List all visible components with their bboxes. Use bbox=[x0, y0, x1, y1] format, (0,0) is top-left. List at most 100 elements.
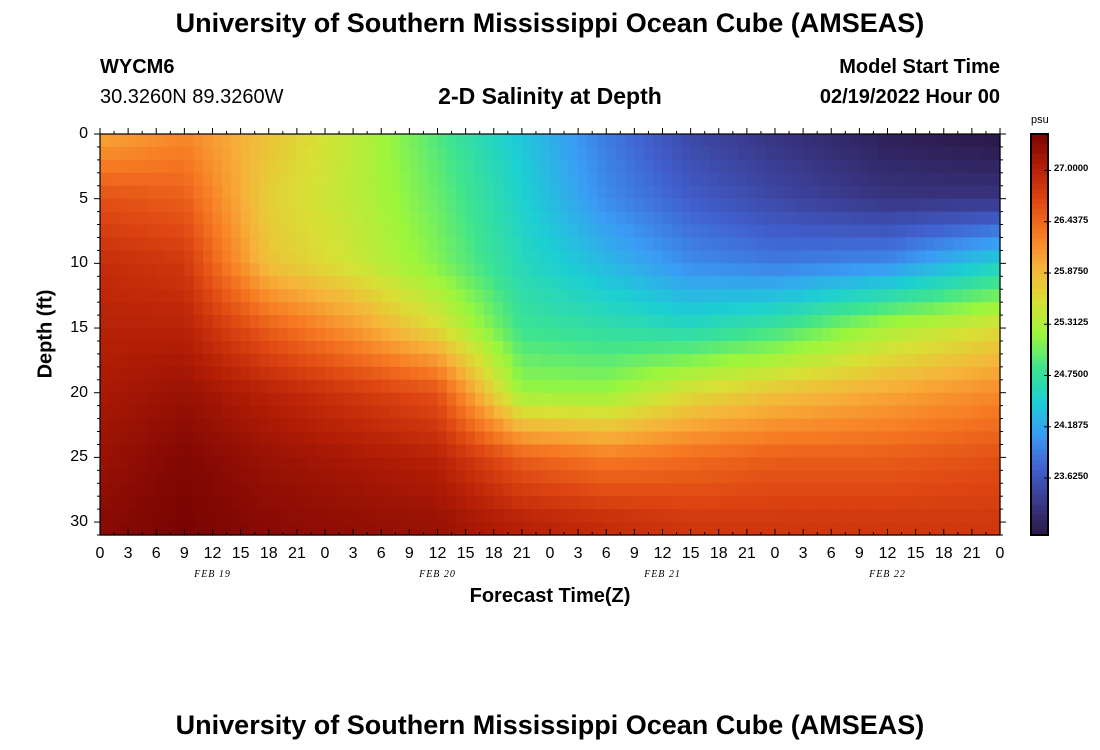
heatmap-cell bbox=[193, 134, 204, 148]
heatmap-cell bbox=[887, 185, 898, 200]
heatmap-cell bbox=[850, 522, 860, 536]
heatmap-cell bbox=[887, 172, 898, 187]
heatmap-cell bbox=[737, 418, 748, 433]
heatmap-cell bbox=[137, 379, 148, 394]
heatmap-cell bbox=[934, 379, 945, 394]
heatmap-cell bbox=[896, 418, 907, 433]
heatmap-cell bbox=[268, 353, 279, 368]
heatmap-cell bbox=[859, 211, 870, 226]
heatmap-cell bbox=[521, 198, 532, 213]
heatmap-cell bbox=[700, 159, 710, 174]
heatmap-cell bbox=[118, 172, 129, 187]
heatmap-cell bbox=[512, 289, 523, 303]
colorbar-segment bbox=[1031, 224, 1048, 230]
heatmap-cell bbox=[915, 172, 926, 187]
colorbar-segment bbox=[1031, 429, 1048, 436]
heatmap-cell bbox=[634, 185, 645, 200]
heatmap-cell bbox=[268, 224, 279, 239]
heatmap-cell bbox=[146, 315, 157, 329]
heatmap-cell bbox=[746, 328, 757, 342]
heatmap-cell bbox=[906, 224, 917, 239]
heatmap-cell bbox=[634, 237, 645, 252]
heatmap-cell bbox=[334, 457, 345, 471]
heatmap-cell bbox=[446, 250, 457, 264]
heatmap-cell bbox=[709, 211, 720, 226]
heatmap-cell bbox=[953, 496, 964, 510]
colorbar-segment bbox=[1031, 269, 1048, 275]
heatmap-cell bbox=[971, 483, 982, 497]
heatmap-cell bbox=[437, 185, 448, 200]
heatmap-cell bbox=[221, 366, 232, 381]
heatmap-cell bbox=[784, 366, 795, 381]
heatmap-cell bbox=[343, 457, 354, 471]
heatmap-cell bbox=[550, 431, 560, 446]
heatmap-cell bbox=[662, 457, 673, 471]
heatmap-cell bbox=[184, 392, 195, 407]
heatmap-cell bbox=[221, 250, 232, 264]
heatmap-cell bbox=[465, 431, 476, 446]
heatmap-cell bbox=[175, 522, 185, 536]
heatmap-cell bbox=[681, 353, 692, 368]
heatmap-cell bbox=[259, 315, 270, 329]
heatmap-cell bbox=[587, 431, 598, 446]
heatmap-cell bbox=[128, 263, 139, 277]
heatmap-cell bbox=[503, 237, 514, 252]
heatmap-cell bbox=[184, 185, 195, 200]
heatmap-cell bbox=[231, 159, 242, 174]
heatmap-cell bbox=[625, 444, 635, 458]
heatmap-cell bbox=[353, 211, 364, 226]
heatmap-cell bbox=[456, 392, 467, 407]
heatmap-cell bbox=[906, 496, 917, 510]
heatmap-cell bbox=[587, 146, 598, 161]
heatmap-cell bbox=[240, 328, 251, 342]
heatmap-cell bbox=[156, 509, 167, 523]
heatmap-cell bbox=[137, 289, 148, 303]
heatmap-cell bbox=[821, 134, 832, 148]
heatmap-cell bbox=[521, 185, 532, 200]
heatmap-cell bbox=[137, 146, 148, 161]
heatmap-cell bbox=[812, 237, 823, 252]
heatmap-cell bbox=[896, 392, 907, 407]
heatmap-cell bbox=[803, 315, 814, 329]
heatmap-cell bbox=[118, 470, 129, 484]
heatmap-cell bbox=[793, 340, 804, 355]
heatmap-cell bbox=[653, 353, 664, 368]
day-label: FEB 19 bbox=[194, 569, 231, 580]
heatmap-cell bbox=[540, 172, 551, 187]
heatmap-cell bbox=[390, 315, 401, 329]
heatmap-cell bbox=[456, 470, 467, 484]
heatmap-cell bbox=[587, 159, 598, 174]
heatmap-cell bbox=[475, 470, 485, 484]
heatmap-cell bbox=[728, 302, 739, 316]
heatmap-cell bbox=[775, 302, 785, 316]
heatmap-cell bbox=[615, 237, 626, 252]
heatmap-cell bbox=[325, 250, 335, 264]
heatmap-cell bbox=[465, 237, 476, 252]
heatmap-cell bbox=[906, 146, 917, 161]
heatmap-cell bbox=[465, 172, 476, 187]
heatmap-cell bbox=[446, 237, 457, 252]
heatmap-cell bbox=[953, 134, 964, 148]
heatmap-cell bbox=[709, 328, 720, 342]
heatmap-cell bbox=[709, 302, 720, 316]
heatmap-cell bbox=[268, 276, 279, 290]
heatmap-cell bbox=[109, 418, 120, 433]
heatmap-cell bbox=[203, 483, 214, 497]
heatmap-cell bbox=[765, 340, 776, 355]
heatmap-cell bbox=[221, 431, 232, 446]
heatmap-cell bbox=[100, 444, 110, 458]
heatmap-cell bbox=[971, 315, 982, 329]
heatmap-cell bbox=[700, 522, 710, 536]
heatmap-cell bbox=[109, 457, 120, 471]
heatmap-cell bbox=[681, 276, 692, 290]
heatmap-cell bbox=[465, 405, 476, 420]
heatmap-cell bbox=[296, 237, 307, 252]
heatmap-cell bbox=[971, 405, 982, 420]
heatmap-cell bbox=[231, 379, 242, 394]
heatmap-cell bbox=[850, 328, 860, 342]
heatmap-cell bbox=[746, 134, 757, 148]
heatmap-cell bbox=[315, 198, 326, 213]
heatmap-cell bbox=[165, 211, 176, 226]
heatmap-cell bbox=[278, 470, 289, 484]
heatmap-cell bbox=[334, 289, 345, 303]
